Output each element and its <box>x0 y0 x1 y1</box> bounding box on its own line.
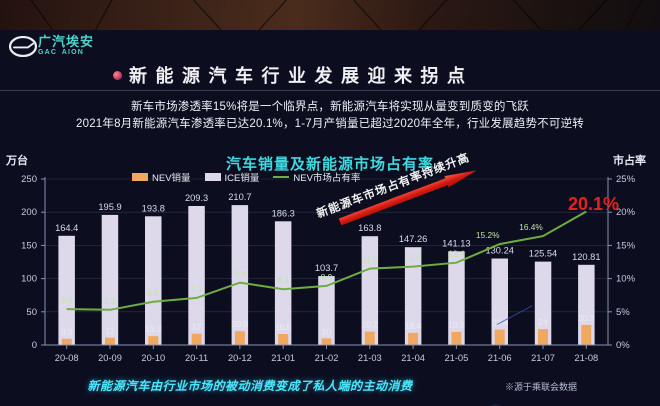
svg-text:16.5: 16.5 <box>275 322 292 332</box>
svg-text:18.4: 18.4 <box>405 321 422 331</box>
svg-text:21-01: 21-01 <box>271 353 295 363</box>
svg-text:130.24: 130.24 <box>485 246 513 256</box>
svg-text:16.4%: 16.4% <box>519 222 543 232</box>
svg-text:21-08: 21-08 <box>574 353 598 363</box>
svg-text:125.54: 125.54 <box>529 249 557 259</box>
svg-text:25%: 25% <box>616 174 636 185</box>
svg-text:20-09: 20-09 <box>98 353 122 363</box>
svg-text:10: 10 <box>322 326 332 336</box>
svg-text:100: 100 <box>21 274 37 285</box>
svg-text:17: 17 <box>192 322 202 332</box>
svg-text:20.2: 20.2 <box>361 320 378 330</box>
svg-text:6.5: 6.5 <box>148 288 160 298</box>
svg-text:141.13: 141.13 <box>442 238 470 248</box>
svg-text:11.5: 11.5 <box>362 255 378 265</box>
svg-text:20-08: 20-08 <box>55 353 79 363</box>
svg-text:150: 150 <box>21 240 37 251</box>
svg-text:8.4: 8.4 <box>277 275 289 285</box>
svg-text:19.8: 19.8 <box>448 320 465 330</box>
svg-text:9.4: 9.4 <box>234 269 246 279</box>
svg-text:21-05: 21-05 <box>445 353 469 363</box>
svg-text:5%: 5% <box>616 307 630 318</box>
svg-text:21-04: 21-04 <box>401 353 425 363</box>
svg-text:50: 50 <box>26 307 37 318</box>
svg-text:20-12: 20-12 <box>228 353 252 363</box>
svg-text:0: 0 <box>32 340 37 351</box>
svg-text:11: 11 <box>106 326 115 336</box>
svg-text:15.2%: 15.2% <box>476 230 500 240</box>
svg-text:120.81: 120.81 <box>572 252 600 262</box>
svg-text:163.8: 163.8 <box>358 223 381 233</box>
svg-text:13.3: 13.3 <box>145 324 162 334</box>
svg-text:7.1: 7.1 <box>191 284 203 294</box>
svg-text:193.8: 193.8 <box>142 203 165 213</box>
svg-text:147.26: 147.26 <box>399 234 427 244</box>
svg-text:12.4: 12.4 <box>448 249 465 259</box>
svg-text:10%: 10% <box>616 274 636 285</box>
svg-text:209.3: 209.3 <box>185 193 208 203</box>
svg-text:8.9: 8.9 <box>321 272 333 282</box>
svg-text:210.7: 210.7 <box>228 192 251 202</box>
svg-text:24: 24 <box>538 317 548 327</box>
svg-text:15%: 15% <box>616 240 636 251</box>
svg-text:20.8: 20.8 <box>232 319 249 329</box>
svg-text:30.3: 30.3 <box>578 313 595 323</box>
svg-text:21-03: 21-03 <box>358 353 382 363</box>
svg-text:186.3: 186.3 <box>272 208 295 218</box>
svg-text:11.8: 11.8 <box>405 253 421 263</box>
svg-text:195.9: 195.9 <box>98 202 121 212</box>
svg-text:0%: 0% <box>616 340 630 351</box>
svg-text:21-06: 21-06 <box>488 353 512 363</box>
svg-text:164.4: 164.4 <box>55 223 78 233</box>
svg-text:9.3: 9.3 <box>61 327 73 337</box>
svg-text:21-07: 21-07 <box>531 353 555 363</box>
svg-text:21-02: 21-02 <box>315 353 339 363</box>
svg-text:20-11: 20-11 <box>185 353 208 363</box>
svg-text:250: 250 <box>21 174 37 185</box>
svg-text:20-10: 20-10 <box>141 353 165 363</box>
svg-text:5.4: 5.4 <box>61 295 73 305</box>
svg-text:200: 200 <box>21 207 37 218</box>
svg-text:5.3: 5.3 <box>104 296 116 306</box>
